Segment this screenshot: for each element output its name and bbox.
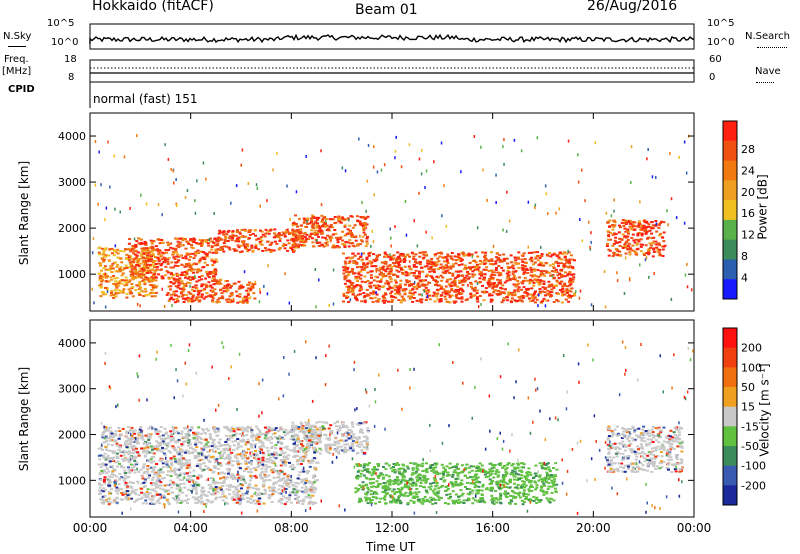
velocity-panel: 1000 2000 3000 4000 200 100 50 15 -15 -50 -100 -200… (58, 319, 766, 535)
colorbar: 4 8 12 16 20 24 28 (722, 120, 755, 300)
echo-region (165, 278, 257, 304)
nave-tick-high: 60 (709, 54, 722, 65)
colorbar-segment (723, 485, 737, 506)
nsearch-label: N.Search (745, 31, 791, 42)
colorbar-tick-label: 50 (741, 381, 755, 394)
colorbar-segment (723, 200, 737, 221)
colorbar-segment (723, 259, 737, 280)
colorbar-segment (723, 465, 737, 486)
x-tick-label: 12:00 (375, 521, 410, 535)
beam-label: Beam 01 (355, 2, 418, 18)
nsky-trace-line (89, 33, 695, 44)
nave-tick-low: 0 (709, 72, 716, 83)
colorbar-segment (723, 426, 737, 447)
y-tick-label: 4000 (58, 130, 86, 143)
colorbar-segment (723, 160, 737, 181)
power-colorbar-label: Power [dB] (755, 174, 770, 240)
nsky-trace (89, 33, 695, 44)
power-ylabel: Slant Range [km] (17, 160, 32, 266)
colorbar-segment (723, 140, 737, 162)
nsky-tick-low: 10^0 (51, 37, 79, 48)
x-tick-label: 04:00 (173, 521, 208, 535)
y-tick-label: 3000 (58, 383, 86, 396)
colorbar-segment (723, 387, 737, 408)
colorbar-segment (723, 406, 737, 427)
freq-unit: [MHz] (2, 66, 32, 77)
x-tick-label: 00:00 (73, 521, 108, 535)
echo-region (342, 251, 577, 304)
colorbar-tick-label: -100 (741, 460, 766, 473)
y-tick-label: 4000 (58, 337, 86, 350)
x-tick-label: 08:00 (274, 521, 309, 535)
freq-label: Freq. (4, 54, 29, 65)
colorbar-segment (723, 219, 737, 241)
echo-region (97, 425, 320, 506)
nsky-panel-frame (89, 23, 695, 50)
colorbar-tick-label: 200 (741, 342, 762, 355)
nave-label: Nave (755, 66, 781, 77)
scatter-echoes (100, 340, 694, 515)
nsky-underline (8, 46, 26, 47)
x-tick-label: 16:00 (475, 521, 510, 535)
colorbar-segment (723, 239, 737, 260)
colorbar-tick-label: -50 (741, 440, 759, 453)
echo-region (127, 237, 219, 281)
echo-region (606, 425, 684, 473)
y-tick-label: 2000 (58, 222, 86, 235)
colorbar-segment (723, 328, 737, 349)
time-xlabel: Time UT (366, 540, 416, 554)
y-tick-label: 2000 (58, 429, 86, 442)
date-label: 26/Aug/2016 (587, 0, 678, 14)
colorbar-tick-label: 8 (741, 250, 748, 263)
x-tick-label: 00:00 (677, 521, 712, 535)
x-tick-label: 20:00 (576, 521, 611, 535)
colorbar-segment (723, 367, 737, 388)
freq-tick-low: 8 (68, 72, 75, 83)
colorbar: 200 100 50 15 -15 -50 -100 -200 (722, 327, 766, 506)
colorbar-tick-label: 24 (741, 164, 755, 177)
colorbar-tick-label: 100 (741, 361, 762, 374)
scatter-echoes (91, 134, 693, 309)
velocity-colorbar-label: Velocity [m s⁻¹] (757, 363, 772, 457)
nsearch-tick-low: 10^0 (707, 37, 735, 48)
echo-region (354, 462, 559, 506)
colorbar-tick-label: 16 (741, 207, 755, 220)
cpid-text: normal (fast) 151 (93, 92, 198, 106)
nsearch-tick-high: 10^5 (707, 18, 735, 29)
colorbar-segment (723, 121, 737, 142)
nsky-label: N.Sky (3, 31, 32, 42)
y-tick-label: 1000 (58, 474, 86, 487)
colorbar-tick-label: 4 (741, 272, 748, 285)
cpid-label: CPID (8, 84, 35, 95)
colorbar-tick-label: 20 (741, 186, 755, 199)
echo-region (605, 219, 667, 258)
freq-panel-frame (89, 59, 695, 83)
colorbar-tick-label: 12 (741, 229, 755, 242)
colorbar-frame (722, 327, 738, 506)
colorbar-tick-label: -15 (741, 420, 759, 433)
nsky-tick-high: 10^5 (47, 18, 75, 29)
colorbar-frame (722, 120, 738, 300)
echo-region (291, 214, 370, 249)
y-tick-label: 1000 (58, 268, 86, 281)
colorbar-segment (723, 446, 737, 467)
y-tick-label: 3000 (58, 176, 86, 189)
echo-region (291, 420, 370, 455)
velocity-ylabel: Slant Range [km] (17, 366, 32, 472)
colorbar-segment (723, 347, 737, 368)
colorbar-tick-label: 28 (741, 143, 755, 156)
chart-title: Hokkaido (fitACF) (92, 0, 214, 14)
colorbar-segment (723, 279, 737, 300)
colorbar-segment (723, 180, 737, 201)
colorbar-tick-label: 15 (741, 401, 755, 414)
power-panel: 1000 2000 3000 4000 4 8 12 16 20 24 28 (58, 112, 755, 312)
nave-dotted-line (756, 82, 774, 83)
freq-tick-high: 18 (64, 54, 77, 65)
colorbar-tick-label: -200 (741, 479, 766, 492)
nsearch-dotted-line (757, 47, 787, 48)
